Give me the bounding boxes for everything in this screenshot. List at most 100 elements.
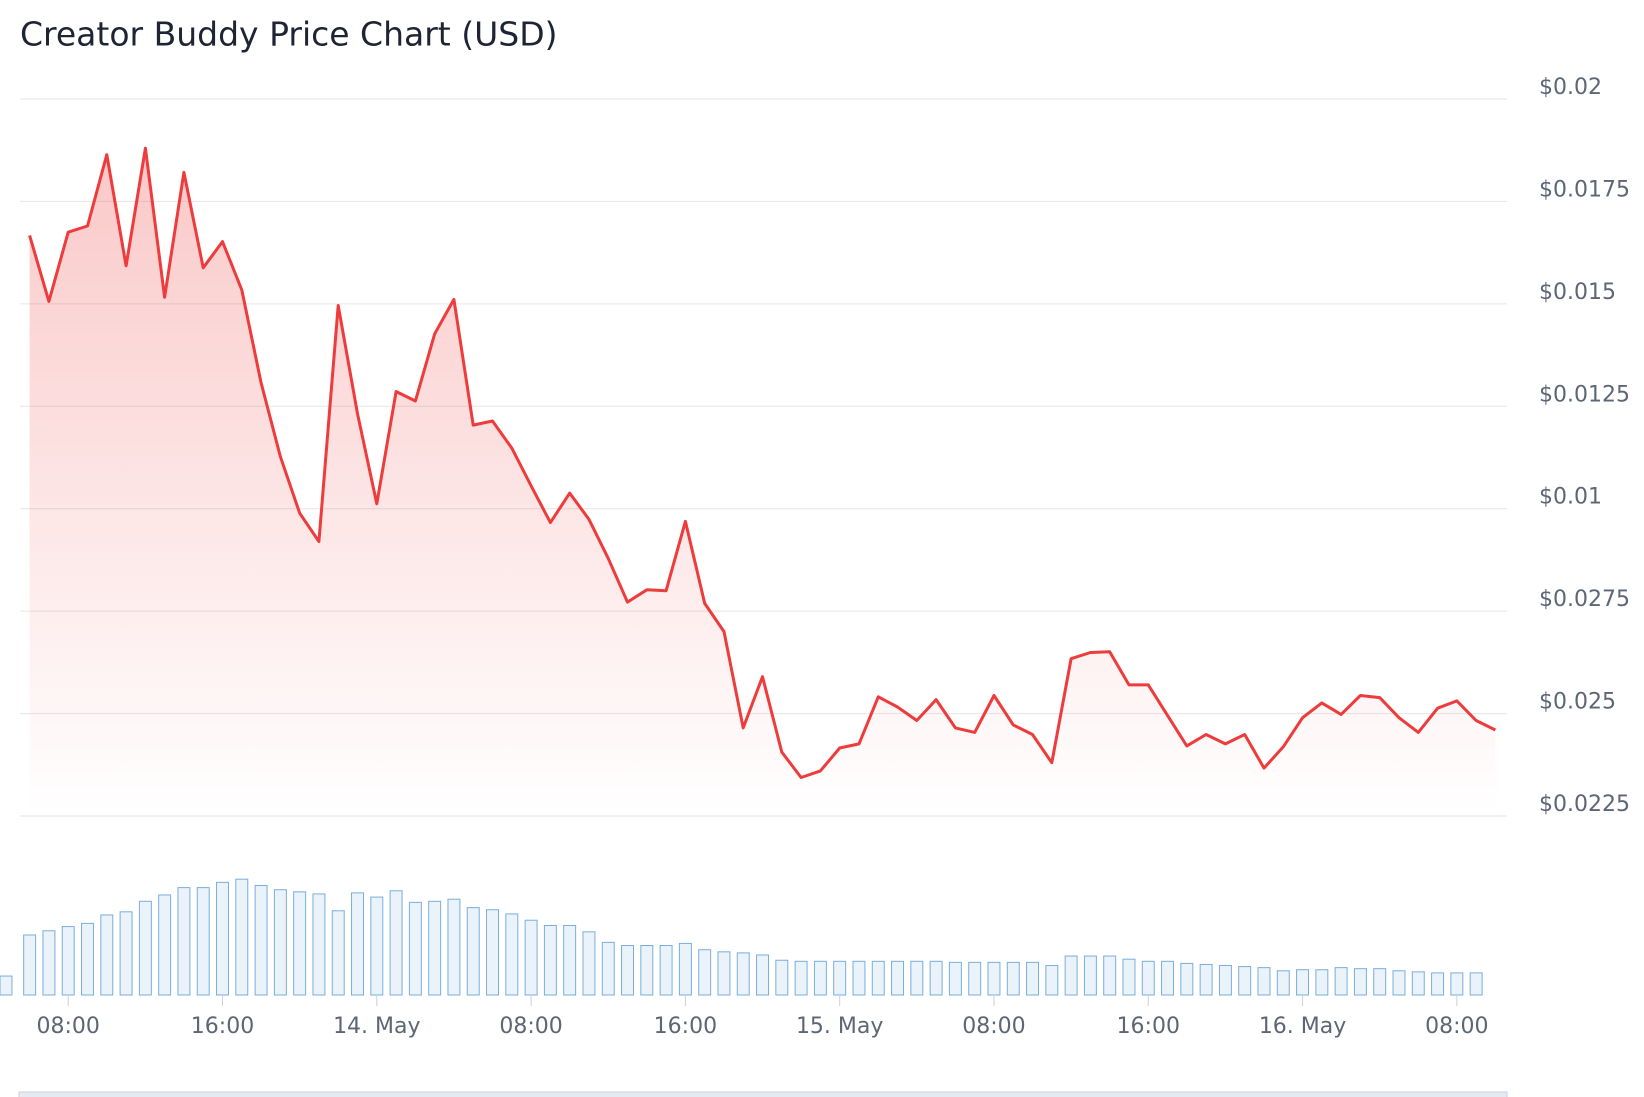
volume-bar xyxy=(447,898,461,996)
volume-bar xyxy=(81,922,94,996)
volume-bar xyxy=(61,926,75,996)
volume-bar xyxy=(582,931,596,996)
volume-bar xyxy=(968,961,982,996)
volume-bar xyxy=(1064,955,1078,996)
volume-bar xyxy=(1103,955,1117,996)
volume-bar xyxy=(1296,969,1310,996)
x-tick-label: 14. May xyxy=(333,1014,420,1039)
volume-bar xyxy=(1315,969,1329,996)
volume-bar xyxy=(273,889,287,996)
volume-bar xyxy=(42,930,56,996)
y-tick-label: $0.02 xyxy=(1539,75,1602,100)
volume-bar xyxy=(1045,965,1059,996)
volume-bar xyxy=(1180,962,1194,996)
volume-bar xyxy=(293,891,307,996)
volume-bar xyxy=(563,925,577,996)
y-tick-label: $0.0275 xyxy=(1539,587,1630,612)
volume-bar xyxy=(524,919,538,996)
volume-bar xyxy=(177,887,191,996)
volume-bar xyxy=(910,960,924,996)
volume-bar xyxy=(428,900,442,996)
x-tick-label: 08:00 xyxy=(37,1014,100,1039)
volume-bar xyxy=(678,942,692,996)
volume-bar xyxy=(23,934,37,996)
x-tick-label: 16:00 xyxy=(1117,1014,1180,1039)
volume-bar xyxy=(717,951,731,996)
volume-bar xyxy=(621,945,635,996)
volume-bar xyxy=(505,913,519,996)
volume-bar xyxy=(1026,961,1040,996)
volume-bar xyxy=(948,961,962,996)
volume-bar xyxy=(351,892,364,996)
volume-bar xyxy=(196,887,210,996)
volume-bar xyxy=(466,907,480,996)
volume-bar xyxy=(987,961,1001,996)
volume-bar xyxy=(1450,972,1464,996)
volume-bar xyxy=(659,945,673,996)
y-tick-label: $0.0125 xyxy=(1539,382,1630,407)
volume-bar xyxy=(698,949,712,996)
volume-bar xyxy=(813,960,827,996)
x-tick-label: 15. May xyxy=(796,1014,883,1039)
volume-bar xyxy=(235,878,249,996)
price-line xyxy=(28,146,1497,779)
volume-bar xyxy=(1411,971,1425,996)
volume-bar xyxy=(1431,972,1445,996)
area xyxy=(29,148,1496,816)
volume-bar xyxy=(736,952,750,996)
volume-bar xyxy=(1199,963,1213,996)
volume-bar xyxy=(1006,961,1020,996)
volume-bar xyxy=(640,945,654,996)
volume-bar xyxy=(1353,968,1367,996)
volume-bar xyxy=(119,911,133,996)
volume-bar xyxy=(1334,967,1348,996)
volume-bar xyxy=(1161,960,1175,996)
volume-bar xyxy=(216,881,229,996)
volume-bar xyxy=(775,959,789,996)
volume-bar xyxy=(1083,955,1097,996)
volume-bar xyxy=(408,901,422,996)
volume-bar xyxy=(1218,965,1232,996)
volume-bar xyxy=(1392,970,1406,996)
y-tick-label: $0.025 xyxy=(1539,690,1616,715)
y-tick-label: $0.015 xyxy=(1539,280,1616,305)
y-tick-label: $0.0175 xyxy=(1539,177,1630,202)
volume-bar xyxy=(756,954,770,996)
volume-bar xyxy=(871,960,885,996)
y-tick-label: $0.01 xyxy=(1539,485,1602,510)
volume-bar xyxy=(1276,970,1290,996)
y-tick-label: $0.0225 xyxy=(1539,792,1630,817)
volume-bar xyxy=(331,910,345,996)
volume-bar xyxy=(389,890,403,996)
x-tick-label: 08:00 xyxy=(499,1014,562,1039)
volume-bar xyxy=(929,960,943,996)
x-tick-label: 08:00 xyxy=(1425,1014,1488,1039)
navigator[interactable] xyxy=(18,1091,1508,1097)
volume-bar xyxy=(486,909,500,996)
volume-bar xyxy=(370,896,384,996)
x-tick-label: 16:00 xyxy=(654,1014,717,1039)
volume-bar xyxy=(312,893,326,996)
x-tick-label: 16:00 xyxy=(191,1014,254,1039)
x-tick-label: 08:00 xyxy=(962,1014,1025,1039)
x-tick-label: 16. May xyxy=(1259,1014,1346,1039)
volume-bar xyxy=(852,960,866,996)
volume-bar xyxy=(1257,967,1271,996)
volume-bar xyxy=(0,975,13,996)
volume-bar xyxy=(543,925,557,996)
chart-title: Creator Buddy Price Chart (USD) xyxy=(20,15,558,54)
volume-bar xyxy=(138,900,152,996)
volume-bar xyxy=(1122,958,1136,996)
volume-bar xyxy=(254,884,268,996)
volume-bar xyxy=(1141,960,1155,996)
volume-bar xyxy=(601,941,615,996)
volume-bar xyxy=(891,960,905,996)
volume-bar xyxy=(1469,972,1483,996)
volume-bar xyxy=(158,894,172,996)
volume-bar xyxy=(794,960,808,996)
volume-bar xyxy=(833,960,847,996)
volume-bar xyxy=(1373,968,1387,996)
volume-bar xyxy=(100,914,114,996)
